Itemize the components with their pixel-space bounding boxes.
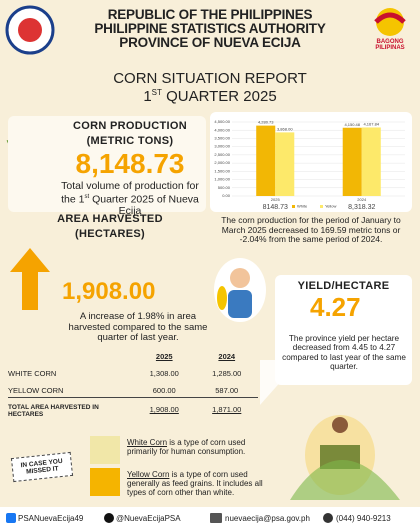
cell: 1,285.00 (212, 369, 242, 378)
cell: 1,871.00 (212, 404, 242, 414)
desc-sup: st (84, 194, 90, 200)
psa-logo-inner (18, 18, 42, 42)
x-tick-label: 2024 (357, 197, 367, 202)
y-tick-label: 1,500.00 (214, 168, 230, 173)
value-label: 4,280.73 (258, 120, 274, 125)
bar (275, 132, 295, 196)
corn-cob (217, 286, 227, 310)
group-total: 8,318.32 (348, 204, 375, 211)
def: is a type of corn used generally as feed… (127, 470, 263, 497)
footer-x: @NuevaEcijaPSA (116, 514, 181, 523)
yield-box (275, 275, 412, 385)
leaves (290, 460, 400, 500)
x-tick-label: 2025 (271, 197, 281, 202)
bp-logo-arc (374, 12, 406, 24)
desc: Total volume of production for the 1 (61, 180, 199, 206)
up-arrow (10, 248, 50, 310)
col-head: 2024 (218, 352, 236, 361)
area-table: 2025 2024 WHITE CORN 1,308.00 1,285.00 YELL… (8, 350, 258, 420)
cell: 600.00 (152, 386, 176, 395)
farmer-body (228, 290, 252, 318)
cell: 1,908.00 (149, 404, 179, 414)
yellow-def: Yellow Corn is a type of corn used gener… (127, 470, 277, 497)
yield-title: YIELD/HECTARE (297, 280, 390, 292)
y-tick-label: 3,000.00 (214, 144, 230, 149)
production-title: CORN PRODUCTION (73, 120, 187, 132)
row-label: YELLOW CORN (8, 386, 64, 395)
bar (256, 125, 276, 196)
area-unit: (HECTARES) (74, 228, 145, 240)
legend-label: White (297, 204, 308, 209)
group-total: 8148.73 (263, 204, 288, 211)
legend-swatch (292, 205, 295, 208)
production-note: The corn production for the period of Ja… (221, 215, 401, 244)
report-title: CORN SITUATION REPORT (113, 70, 307, 87)
bp-text: BAGONG PILIPINAS (375, 39, 405, 51)
header-line: PHILIPPINE STATISTICS AUTHORITY (94, 21, 326, 36)
term: White Corn (127, 438, 168, 447)
footer-fb: PSANuevaEcija49 (18, 514, 84, 523)
value-label: 4,167.84 (363, 122, 379, 127)
production-unit: (METRIC TONS) (86, 135, 174, 147)
footer-phone: (044) 940-9213 (336, 514, 391, 523)
white-corn-img (90, 436, 120, 464)
y-tick-label: 3,500.00 (214, 136, 230, 141)
y-tick-label: 4,500.00 (214, 119, 230, 124)
area-title: AREA HARVESTED (57, 213, 163, 225)
white-def: White Corn is a type of corn used primar… (127, 438, 277, 456)
footer-mail: nuevaecija@psa.gov.ph (225, 514, 310, 523)
production-value: 8,148.73 (75, 148, 185, 179)
production-box (8, 116, 206, 212)
mail-icon (210, 513, 222, 523)
value-label: 4,150.48 (344, 122, 360, 127)
legend-swatch (320, 205, 323, 208)
y-tick-label: 2,000.00 (214, 160, 230, 165)
yield-value: 4.27 (310, 292, 361, 322)
def: is a type of corn used primarily for hum… (127, 438, 246, 456)
area-desc: A increase of 1.98% in area harvested co… (68, 311, 208, 343)
farmer2-head (332, 417, 348, 433)
col-head: 2025 (155, 352, 173, 361)
farmer-head (230, 268, 250, 288)
row-label: WHITE CORN (8, 369, 57, 378)
y-tick-label: 2,500.00 (214, 152, 230, 157)
cell: 587.00 (215, 386, 239, 395)
cell: 1,308.00 (149, 369, 179, 378)
bar (342, 127, 362, 196)
area-value: 1,908.00 (62, 278, 156, 305)
header-line: PROVINCE OF NUEVA ECIJA (119, 35, 301, 50)
y-tick-label: 0.00 (222, 193, 231, 198)
x-icon (104, 513, 114, 523)
production-desc: Total volume of production for the 1st Q… (55, 181, 205, 217)
y-tick-label: 500.00 (218, 185, 231, 190)
term: Yellow Corn (127, 470, 170, 479)
report-quarter: 1ST QUARTER 2025 (0, 88, 420, 105)
phone-icon (323, 513, 333, 523)
desc: Quarter 2025 of Nueva Ecija (92, 193, 199, 217)
y-tick-label: 4,000.00 (214, 127, 230, 132)
q-num: 1 (143, 88, 152, 105)
bar (361, 127, 381, 196)
value-label: 3,868.00 (277, 126, 293, 131)
fb-icon (6, 513, 16, 523)
row-label: TOTAL AREA HARVESTED IN HECTARES (8, 404, 99, 418)
q-rest: QUARTER 2025 (166, 88, 277, 105)
legend-label: Yellow (325, 204, 337, 209)
y-tick-label: 1,000.00 (214, 177, 230, 182)
q-sup: ST (151, 88, 162, 97)
yield-desc: The province yield per hectare decreased… (282, 334, 406, 371)
header-line: REPUBLIC OF THE PHILIPPINES (107, 7, 313, 22)
yellow-corn-img (90, 468, 120, 496)
